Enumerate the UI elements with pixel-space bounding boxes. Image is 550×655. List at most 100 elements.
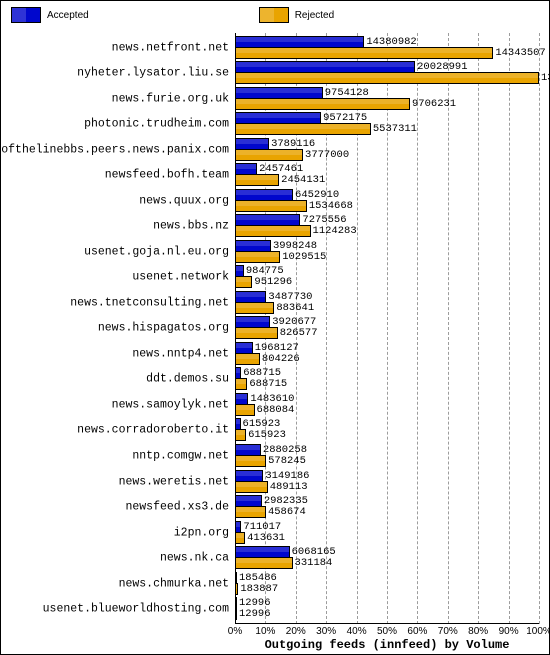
- bar-group: 55373119572175: [235, 117, 539, 131]
- bar-group: 6880841483610: [235, 398, 539, 412]
- bar-rejected: 12996: [235, 608, 237, 620]
- value-rejected: 13773937: [538, 73, 550, 83]
- feed-label: newsfeed.bofh.team: [105, 169, 235, 182]
- value-accepted: 2457461: [256, 164, 303, 174]
- feed-row: endofthelinebbs.peers.news.panix.com3777…: [235, 137, 539, 163]
- bar-rejected: 14343507: [235, 47, 493, 59]
- value-rejected: 14343507: [492, 48, 545, 58]
- value-rejected: 951296: [251, 277, 292, 287]
- feed-row: news.netfront.net1434350714380982: [235, 35, 539, 61]
- feed-row: nntp.comgw.net5782452880258: [235, 443, 539, 469]
- bar-accepted: 7275556: [235, 214, 300, 226]
- bar-rejected: 1029515: [235, 251, 280, 263]
- bar-rejected: 3777000: [235, 149, 303, 161]
- bar-rejected: 413631: [235, 532, 245, 544]
- bar-rejected: 688715: [235, 378, 247, 390]
- bar-group: 10295153998248: [235, 245, 539, 259]
- bar-rejected: 2454131: [235, 174, 279, 186]
- feed-label: i2pn.org: [174, 526, 235, 539]
- rows: news.netfront.net1434350714380982nyheter…: [235, 35, 539, 622]
- feed-row: i2pn.org413631711017: [235, 520, 539, 546]
- feed-row: news.corradoroberto.it615923615923: [235, 418, 539, 444]
- value-rejected: 489113: [267, 482, 308, 492]
- bar-group: 24541312457461: [235, 168, 539, 182]
- value-rejected: 1124283: [310, 226, 357, 236]
- feed-row: news.tnetconsulting.net8836413487730: [235, 290, 539, 316]
- value-accepted: 6068165: [289, 547, 336, 557]
- plot-area: news.netfront.net1434350714380982nyheter…: [235, 33, 539, 624]
- bar-group: 1377393720028991: [235, 66, 539, 80]
- value-accepted: 9754128: [322, 88, 369, 98]
- feed-row: nyheter.lysator.liu.se1377393720028991: [235, 61, 539, 87]
- value-rejected: 578245: [265, 456, 306, 466]
- bar-accepted: 185486: [235, 572, 237, 584]
- feed-row: news.nntp4.net8042261968127: [235, 341, 539, 367]
- feed-row: newsfeed.bofh.team24541312457461: [235, 163, 539, 189]
- x-axis: [235, 623, 539, 624]
- feed-label: news.samoylyk.net: [112, 398, 235, 411]
- x-tick-label: 100%: [526, 626, 550, 637]
- bar-group: 1299612996: [235, 602, 539, 616]
- feed-label: news.weretis.net: [119, 475, 235, 488]
- feed-label: newsfeed.xs3.de: [125, 501, 235, 514]
- value-rejected: 183887: [237, 584, 278, 594]
- feed-label: news.corradoroberto.it: [77, 424, 235, 437]
- value-accepted: 6452910: [292, 190, 339, 200]
- x-tick-label: 60%: [407, 626, 427, 637]
- x-tick-label: 70%: [438, 626, 458, 637]
- x-tick-label: 40%: [347, 626, 367, 637]
- value-rejected: 5537311: [370, 124, 417, 134]
- bar-group: 615923615923: [235, 423, 539, 437]
- feed-label: news.nntp4.net: [132, 347, 235, 360]
- bar-rejected: 578245: [235, 455, 266, 467]
- value-accepted: 14380982: [363, 37, 416, 47]
- feed-row: news.chmurka.net183887185486: [235, 571, 539, 597]
- feed-row: photonic.trudheim.com55373119572175: [235, 112, 539, 138]
- x-tick-label: 50%: [377, 626, 397, 637]
- bar-rejected: 331184: [235, 557, 293, 569]
- feed-label: news.quux.org: [139, 194, 235, 207]
- bar-group: 4586742982335: [235, 500, 539, 514]
- bar-group: 688715688715: [235, 372, 539, 386]
- bar-rejected: 1124283: [235, 225, 311, 237]
- value-rejected: 804226: [259, 354, 300, 364]
- value-rejected: 1029515: [279, 252, 326, 262]
- value-accepted: 2880258: [260, 445, 307, 455]
- bar-accepted: 2457461: [235, 163, 257, 175]
- bar-accepted: 2880258: [235, 444, 261, 456]
- feed-label: endofthelinebbs.peers.news.panix.com: [0, 143, 235, 156]
- bar-rejected: 804226: [235, 353, 260, 365]
- bar-rejected: 826577: [235, 327, 278, 339]
- bar-accepted: 711017: [235, 521, 241, 533]
- x-tick-label: 10%: [255, 626, 275, 637]
- grid-line: [539, 33, 540, 624]
- x-tick-label: 0%: [228, 626, 242, 637]
- feed-label: usenet.goja.nl.eu.org: [84, 245, 235, 258]
- feed-label: news.bbs.nz: [153, 220, 235, 233]
- bar-accepted: 6452910: [235, 189, 293, 201]
- bar-group: 8042261968127: [235, 347, 539, 361]
- legend: Accepted Rejected: [1, 7, 549, 23]
- value-accepted: 3998248: [270, 241, 317, 251]
- bar-accepted: 9754128: [235, 87, 323, 99]
- feed-label: news.nk.ca: [160, 552, 235, 565]
- bar-rejected: 5537311: [235, 123, 371, 135]
- bar-accepted: 3789116: [235, 138, 269, 150]
- value-rejected: 12996: [236, 609, 271, 619]
- feed-row: usenet.blueworldhosting.com1299612996: [235, 596, 539, 622]
- value-accepted: 688715: [240, 368, 281, 378]
- feed-row: news.bbs.nz11242837275556: [235, 214, 539, 240]
- feed-label: news.chmurka.net: [119, 577, 235, 590]
- bar-accepted: 20028991: [235, 61, 415, 73]
- value-rejected: 688715: [246, 379, 287, 389]
- bar-group: 413631711017: [235, 526, 539, 540]
- chart-container: Accepted Rejected news.netfront.net14343…: [0, 0, 550, 655]
- x-tick-label: 90%: [499, 626, 519, 637]
- bar-rejected: 458674: [235, 506, 266, 518]
- x-tick-label: 30%: [316, 626, 336, 637]
- bar-accepted: 9572175: [235, 112, 321, 124]
- bar-group: 97062319754128: [235, 92, 539, 106]
- value-accepted: 3920677: [269, 317, 316, 327]
- feed-label: usenet.blueworldhosting.com: [43, 603, 235, 616]
- bar-accepted: 3149186: [235, 470, 263, 482]
